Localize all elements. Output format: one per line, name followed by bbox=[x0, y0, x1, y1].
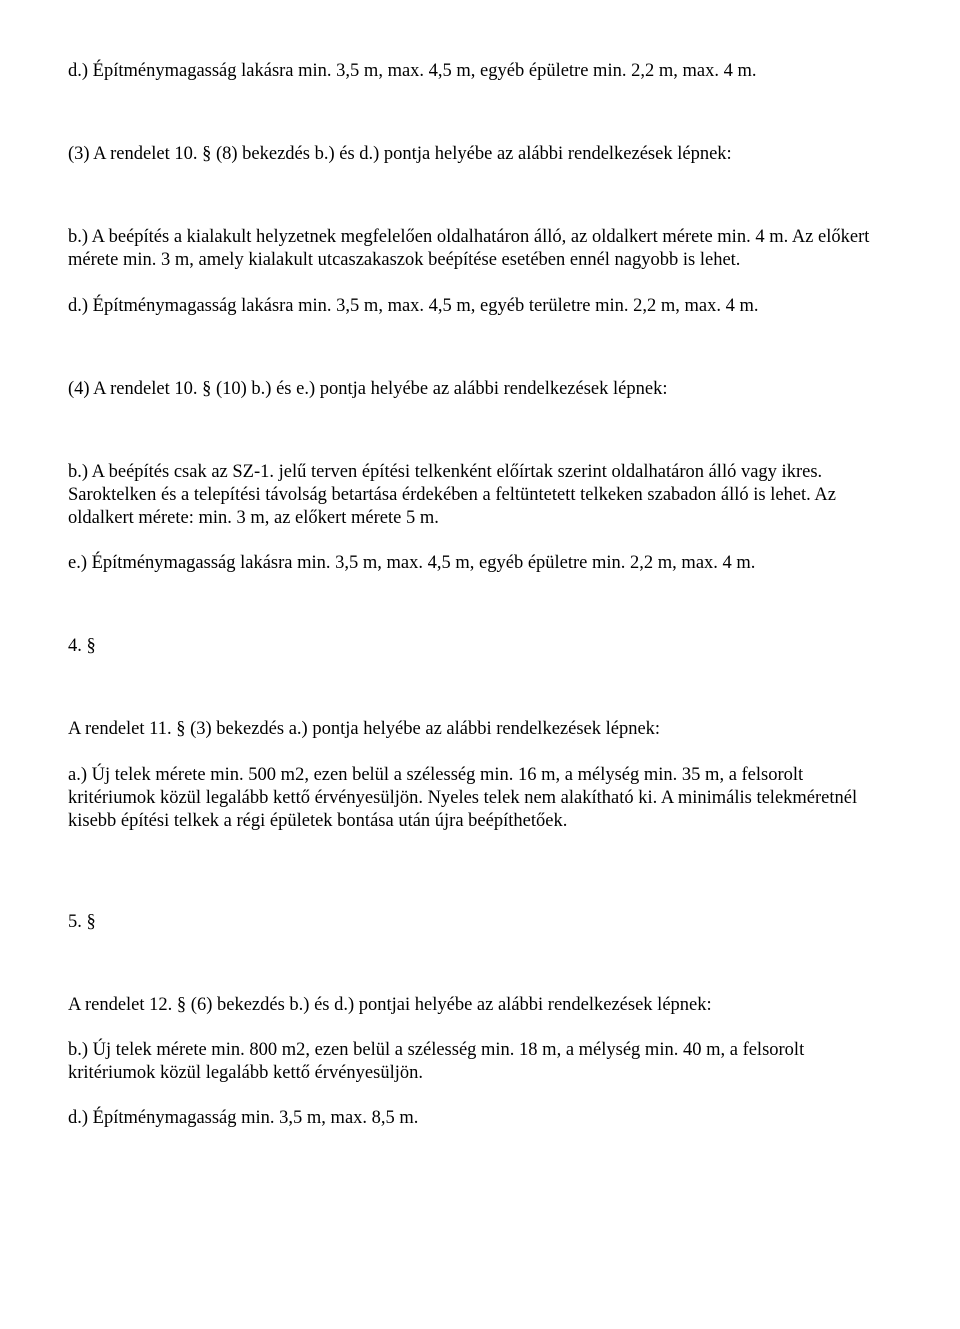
paragraph: (3) A rendelet 10. § (8) bekezdés b.) és… bbox=[68, 143, 892, 166]
paragraph: b.) A beépítés a kialakult helyzetnek me… bbox=[68, 226, 892, 272]
paragraph: b.) Új telek mérete min. 800 m2, ezen be… bbox=[68, 1039, 892, 1085]
paragraph: d.) Építménymagasság min. 3,5 m, max. 8,… bbox=[68, 1107, 892, 1130]
paragraph: a.) Új telek mérete min. 500 m2, ezen be… bbox=[68, 764, 892, 833]
paragraph: e.) Építménymagasság lakásra min. 3,5 m,… bbox=[68, 552, 892, 575]
paragraph: (4) A rendelet 10. § (10) b.) és e.) pon… bbox=[68, 378, 892, 401]
paragraph: b.) A beépítés csak az SZ-1. jelű terven… bbox=[68, 461, 892, 530]
paragraph: d.) Építménymagasság lakásra min. 3,5 m,… bbox=[68, 60, 892, 83]
section-heading: 4. § bbox=[68, 635, 892, 658]
section-heading: 5. § bbox=[68, 911, 892, 934]
paragraph: A rendelet 12. § (6) bekezdés b.) és d.)… bbox=[68, 994, 892, 1017]
paragraph: A rendelet 11. § (3) bekezdés a.) pontja… bbox=[68, 718, 892, 741]
paragraph: d.) Építménymagasság lakásra min. 3,5 m,… bbox=[68, 295, 892, 318]
